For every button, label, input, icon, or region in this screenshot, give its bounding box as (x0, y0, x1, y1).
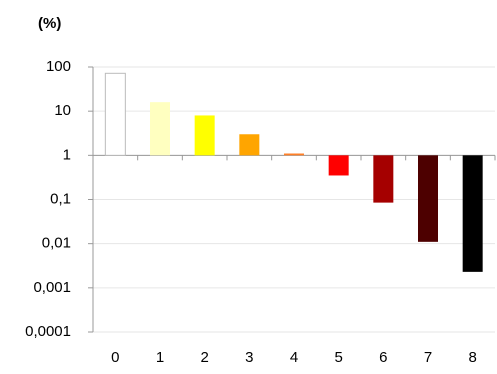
y-tick-label: 100 (46, 58, 71, 75)
x-tick-label: 0 (111, 349, 119, 366)
x-tick-label: 1 (156, 349, 164, 366)
bar (194, 115, 215, 156)
bar (328, 155, 349, 176)
bar (150, 102, 170, 156)
x-tick-label: 5 (334, 349, 342, 366)
bar (418, 155, 438, 242)
x-tick-label: 4 (290, 349, 298, 366)
y-tick-label: 10 (54, 102, 71, 119)
bar (104, 72, 126, 156)
x-tick-label: 2 (200, 349, 208, 366)
bar (284, 153, 304, 156)
bar (373, 155, 394, 203)
y-tick-label: 0,01 (42, 235, 71, 252)
y-tick-label: 0,001 (33, 279, 71, 296)
x-tick-label: 3 (245, 349, 253, 366)
chart-title: (%) (38, 15, 61, 32)
y-tick-label: 0,0001 (25, 323, 71, 340)
x-tick-label: 7 (424, 349, 432, 366)
x-tick-label: 8 (468, 349, 476, 366)
x-tick-label: 6 (379, 349, 387, 366)
bar (239, 134, 260, 156)
y-tick-label: 0,1 (50, 190, 71, 207)
bar (462, 155, 483, 272)
y-tick-label: 1 (63, 146, 71, 163)
